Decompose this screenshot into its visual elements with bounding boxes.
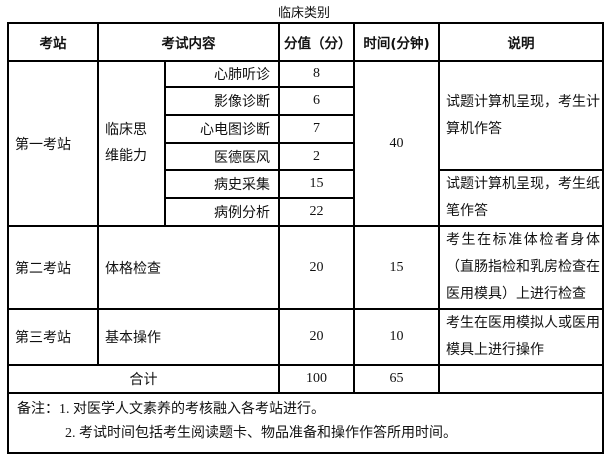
station-content: 体格检查 (97, 225, 280, 310)
station-time: 10 (353, 308, 440, 366)
item-label: 心肺听诊 (164, 60, 280, 88)
station-name: 第二考站 (7, 225, 99, 310)
item-score: 6 (278, 86, 355, 116)
station-desc: 试题计算机呈现，考生纸笔作答 (438, 169, 604, 227)
station-category: 临床思维能力 (97, 60, 166, 227)
station-desc: 试题计算机呈现，考生计算机作答 (438, 60, 604, 171)
table-row: 医德医风 2 (8, 142, 603, 171)
table-title: 临床类别 (277, 6, 330, 21)
table-row: 第一考站 临床思维能力 心肺听诊 8 40 试题计算机呈现，考生计算机作答 (7, 60, 604, 227)
item-score: 22 (278, 197, 355, 227)
station-desc: 考生在医用模拟人或医用模具上进行操作 (438, 308, 604, 366)
item-label: 医德医风 (164, 142, 280, 171)
note-line-1: 备注：1. 对医学人文素养的考核融入各考站进行。 (17, 402, 325, 417)
station-time: 15 (353, 225, 440, 310)
header-time: 时间(分钟) (353, 22, 440, 62)
header-score: 分值（分） (278, 22, 355, 62)
table-row: 第三考站 基本操作 20 10 考生在医用模拟人或医用模具上进行操作 (7, 308, 604, 366)
item-label: 心电图诊断 (164, 114, 280, 144)
station-name: 第一考站 (7, 60, 99, 227)
item-label: 病例分析 (164, 197, 280, 227)
item-score: 2 (278, 142, 355, 171)
header-content: 考试内容 (97, 22, 280, 62)
header-station: 考站 (7, 22, 99, 62)
table-row: 影像诊断 6 (8, 86, 603, 116)
header-desc: 说明 (438, 22, 604, 62)
header-row: 考站 考试内容 分值（分） 时间(分钟) 说明 (7, 22, 604, 62)
station-content: 基本操作 (97, 308, 280, 366)
total-score: 100 (278, 364, 355, 394)
total-label: 合计 (7, 364, 280, 394)
total-time: 65 (353, 364, 440, 394)
item-score: 8 (278, 60, 355, 88)
table-row: 病史采集 15 试题计算机呈现，考生纸笔作答 (8, 169, 604, 227)
notes: 备注：1. 对医学人文素养的考核融入各考站进行。 2. 考试时间包括考生阅读题卡… (7, 392, 604, 454)
item-score: 15 (278, 169, 355, 199)
notes-row: 备注：1. 对医学人文素养的考核融入各考站进行。 2. 考试时间包括考生阅读题卡… (7, 392, 604, 454)
total-row: 合计 100 65 (7, 364, 604, 394)
item-label: 影像诊断 (164, 86, 280, 116)
table-row: 病例分析 22 (8, 197, 603, 227)
station-time: 40 (353, 60, 440, 227)
table-row: 心电图诊断 7 (8, 114, 603, 144)
total-desc (438, 364, 604, 394)
note-line-2: 2. 考试时间包括考生阅读题卡、物品准备和操作作答所用时间。 (65, 426, 457, 441)
station-name: 第三考站 (7, 308, 99, 366)
table-row: 第二考站 体格检查 20 15 考生在标准体检者身体（直肠指检和乳房检查在医用模… (7, 225, 604, 310)
station-score: 20 (278, 308, 355, 366)
exam-table: 考站 考试内容 分值（分） 时间(分钟) 说明 第一考站 临床思维能力 心肺听诊… (7, 22, 604, 454)
item-label: 病史采集 (164, 169, 280, 199)
station-desc: 考生在标准体检者身体（直肠指检和乳房检查在医用模具）上进行检查 (438, 225, 604, 310)
station-score: 20 (278, 225, 355, 310)
item-score: 7 (278, 114, 355, 144)
